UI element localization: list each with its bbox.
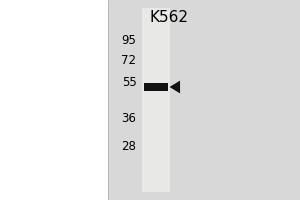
- Text: 36: 36: [122, 112, 136, 126]
- Bar: [108, 0, 300, 200]
- Text: 55: 55: [122, 76, 136, 90]
- Text: 28: 28: [122, 140, 136, 152]
- Text: 72: 72: [122, 54, 136, 68]
- Text: K562: K562: [150, 9, 189, 24]
- Text: 95: 95: [122, 33, 136, 46]
- Polygon shape: [169, 81, 180, 93]
- Bar: [144, 83, 168, 91]
- Bar: [142, 8, 170, 192]
